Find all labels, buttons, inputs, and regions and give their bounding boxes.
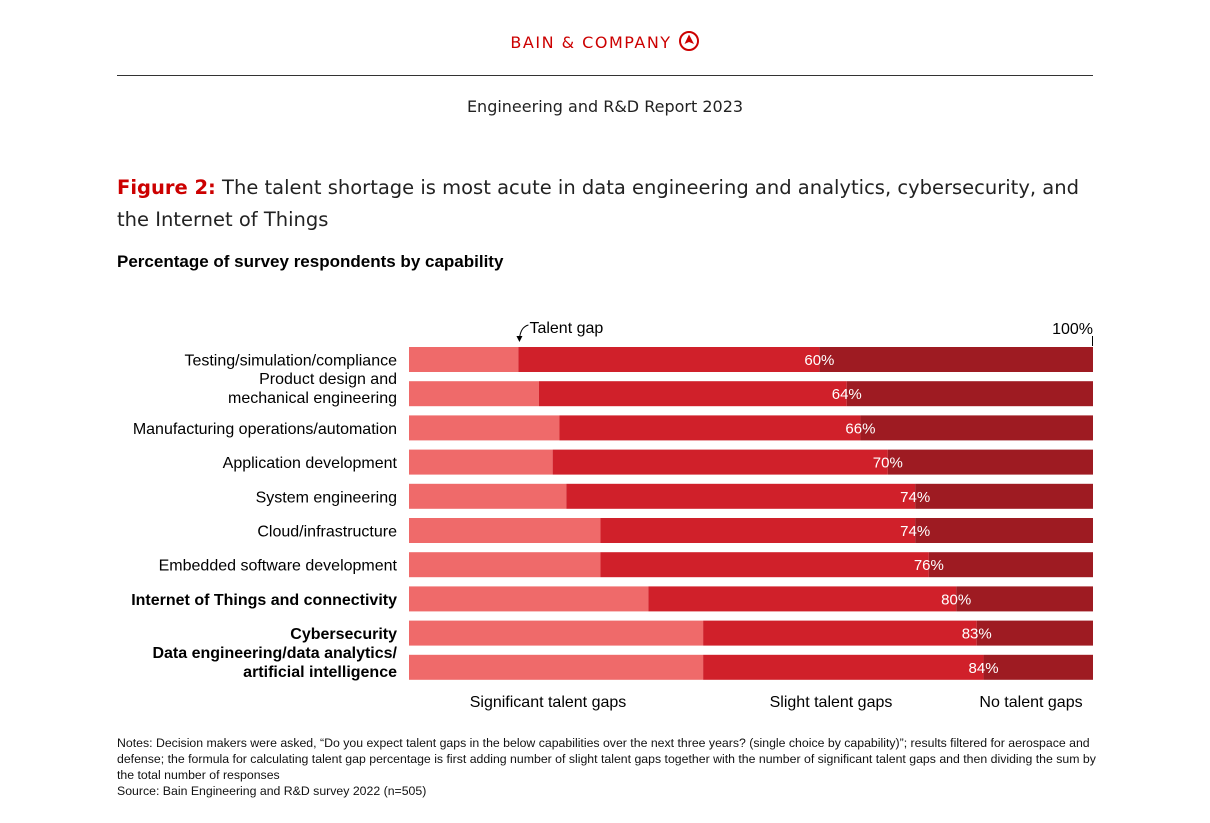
talent-gap-label-row-7: 76% [914, 557, 944, 574]
talent-gap-label-row-2: 64% [832, 386, 862, 403]
category-label-row-8: Internet of Things and connectivity [131, 592, 397, 609]
category-label-row-4: Application development [223, 455, 398, 472]
category-label-row-7: Embedded software development [159, 558, 398, 575]
category-label-row-3: Manufacturing operations/automation [133, 421, 397, 438]
category-label-row-2-line-2: mechanical engineering [228, 390, 397, 407]
bar-segment-1-row-9 [409, 620, 704, 646]
bar-segment-3-row-6 [915, 518, 1093, 543]
talent-gap-label-row-5: 74% [900, 489, 930, 506]
chart-notes: Notes: Decision makers were asked, “Do y… [117, 735, 1102, 799]
hundred-percent-label: 100% [1052, 321, 1093, 338]
notes-text: Notes: Decision makers were asked, “Do y… [117, 736, 1096, 782]
bar-segment-1-row-10 [409, 654, 704, 680]
source-text: Source: Bain Engineering and R&D survey … [117, 784, 427, 798]
bain-logo-icon [678, 30, 700, 56]
category-label-row-6: Cloud/infrastructure [257, 524, 397, 541]
report-title: Engineering and R&D Report 2023 [466, 97, 744, 116]
talent-gap-label-row-3: 66% [845, 420, 875, 437]
category-label-row-9: Cybersecurity [290, 626, 397, 643]
bar-segment-2-row-2 [538, 381, 847, 407]
talent-gap-label-row-9: 83% [962, 626, 992, 643]
bar-segment-1-row-7 [409, 552, 601, 578]
figure-title: Figure 2: The talent shortage is most ac… [117, 172, 1107, 236]
bar-segment-2-row-4 [552, 449, 888, 475]
bar-segment-3-row-3 [860, 415, 1093, 441]
talent-gap-label-row-1: 60% [804, 352, 834, 369]
bar-segment-3-row-2 [846, 381, 1093, 407]
bar-segment-3-row-1 [819, 347, 1093, 372]
bar-segment-3-row-9 [976, 620, 1093, 646]
bar-segment-1-row-1 [409, 347, 519, 372]
talent-gap-label-row-4: 70% [873, 455, 903, 472]
bar-segment-2-row-8 [648, 586, 957, 612]
talent-gap-label-row-8: 80% [941, 591, 971, 608]
legend-label-3: No talent gaps [979, 694, 1082, 711]
bar-segment-2-row-1 [518, 347, 820, 372]
bar-segment-1-row-3 [409, 415, 560, 441]
bar-segment-1-row-5 [409, 483, 567, 509]
bar-segment-2-row-5 [566, 483, 916, 509]
bar-segment-2-row-7 [600, 552, 929, 578]
category-label-row-10-line-2: artificial intelligence [243, 664, 397, 681]
category-label-row-5: System engineering [256, 489, 397, 506]
bar-segment-3-row-8 [956, 586, 1093, 612]
brand-name: BAIN & COMPANY [510, 33, 672, 52]
bar-segment-3-row-7 [928, 552, 1093, 578]
talent-gap-annotation: Talent gap [529, 320, 603, 337]
figure-title-text: The talent shortage is most acute in dat… [117, 176, 1079, 231]
bar-segment-3-row-5 [915, 483, 1093, 509]
bar-segment-1-row-2 [409, 381, 539, 407]
stacked-bar-chart: 60% Testing/simulation/compliance 64% Produ… [131, 320, 1093, 711]
bar-segment-2-row-6 [600, 518, 916, 543]
category-label-row-10-line-1: Data engineering/data analytics/ [152, 645, 397, 662]
bar-segment-1-row-4 [409, 449, 553, 475]
talent-gap-arrowhead [516, 336, 523, 342]
legend-label-1: Significant talent gaps [470, 694, 627, 711]
chart-title: Percentage of survey respondents by capa… [117, 252, 504, 271]
figure-label: Figure 2: [117, 176, 216, 199]
bar-segment-2-row-10 [703, 654, 984, 680]
category-label-row-2-line-1: Product design and [259, 371, 397, 388]
bar-segment-2-row-3 [559, 415, 861, 441]
talent-gap-label-row-6: 74% [900, 523, 930, 540]
brand-header: BAIN & COMPANY [0, 30, 1210, 56]
bar-segment-1-row-6 [409, 518, 601, 543]
talent-gap-label-row-10: 84% [969, 660, 999, 677]
category-label-row-1: Testing/simulation/compliance [184, 353, 397, 370]
bar-segment-1-row-8 [409, 586, 649, 612]
bar-segment-3-row-10 [983, 654, 1093, 680]
bar-segment-3-row-4 [887, 449, 1093, 475]
header-divider [117, 75, 1093, 76]
legend-label-2: Slight talent gaps [770, 694, 893, 711]
bar-segment-2-row-9 [703, 620, 977, 646]
